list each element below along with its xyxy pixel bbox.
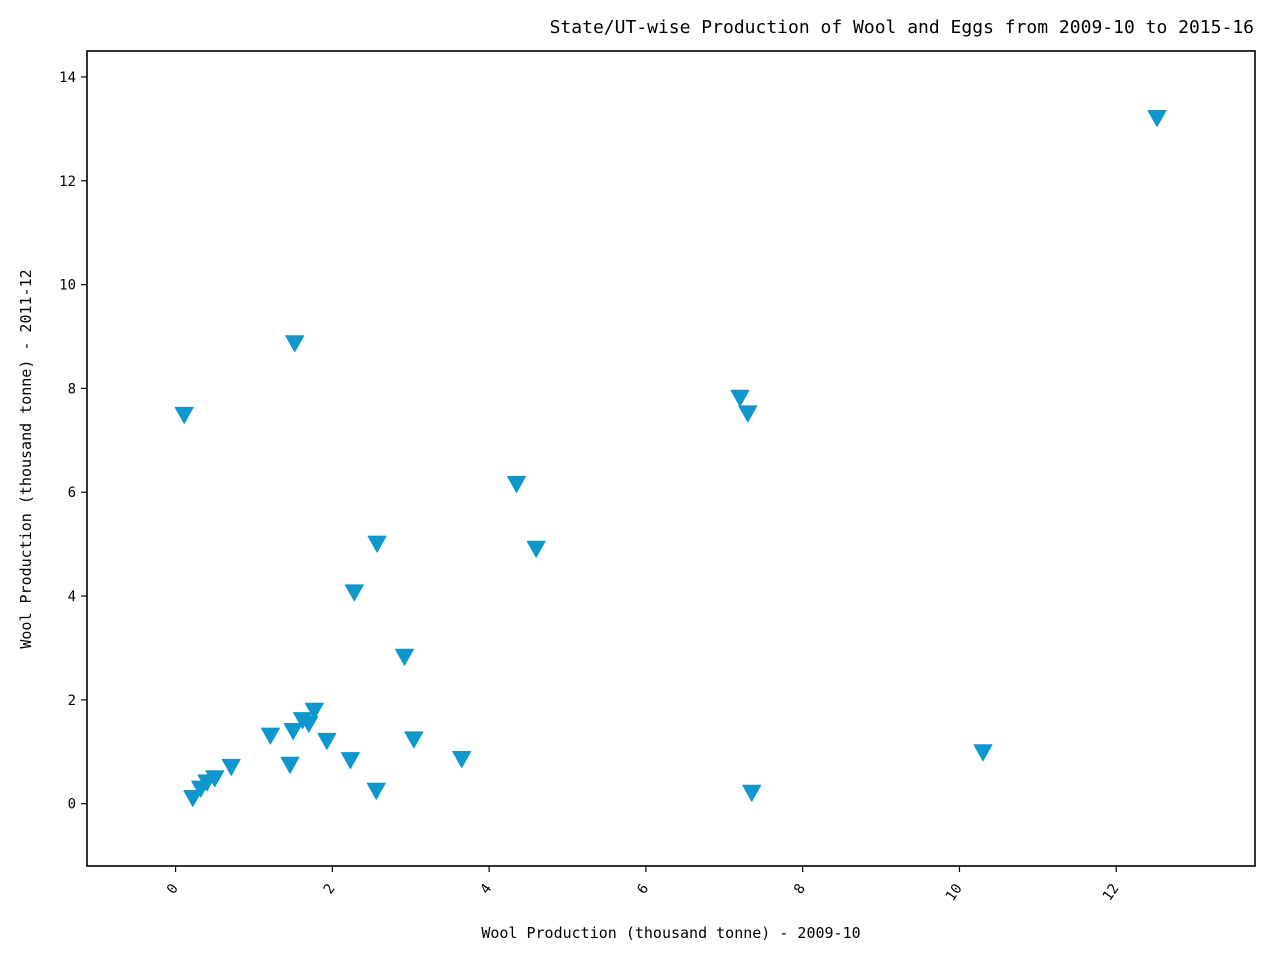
x-tick-label: 8	[791, 881, 809, 897]
plot-frame	[86, 50, 1256, 867]
data-point-marker	[404, 731, 424, 749]
data-point-marker	[730, 389, 750, 407]
data-point-marker	[344, 584, 364, 602]
y-axis-ticks: 0 2 4 6 8 10 12 14	[59, 70, 87, 813]
data-point-marker	[205, 770, 225, 788]
data-point-marker	[260, 727, 280, 745]
data-point-marker	[1147, 109, 1167, 127]
data-point-marker	[742, 784, 762, 802]
y-tick-label: 0	[68, 797, 76, 813]
plot-border	[86, 50, 1256, 867]
data-point-marker	[973, 744, 993, 762]
x-tick-label: 12	[1100, 881, 1123, 904]
y-axis-label: Wool Production (thousand tonne) - 2011-…	[17, 269, 35, 648]
data-point-marker	[283, 723, 303, 741]
y-tick-label: 8	[68, 381, 76, 397]
y-tick-label: 2	[68, 693, 76, 709]
x-tick-label: 4	[477, 881, 495, 897]
data-point-marker	[452, 751, 472, 769]
y-tick-label: 14	[59, 70, 76, 86]
y-tick-label: 4	[68, 589, 76, 605]
data-point-marker	[304, 702, 324, 720]
data-point-marker	[738, 405, 758, 423]
data-point-marker	[340, 752, 360, 770]
x-axis-label: Wool Production (thousand tonne) - 2009-…	[481, 924, 860, 942]
x-tick-label: 0	[164, 881, 182, 897]
x-tick-label: 10	[943, 881, 966, 904]
data-point-marker	[394, 648, 414, 666]
x-tick-label: 6	[634, 881, 652, 897]
data-point-marker	[221, 758, 241, 776]
data-point-marker	[280, 756, 300, 774]
chart-title: State/UT-wise Production of Wool and Egg…	[550, 17, 1254, 38]
data-point-marker	[526, 540, 546, 558]
data-markers	[174, 109, 1167, 807]
data-point-marker	[367, 535, 387, 553]
data-point-marker	[174, 406, 194, 424]
x-tick-label: 2	[321, 881, 339, 897]
data-point-marker	[299, 715, 319, 733]
data-point-marker	[285, 335, 305, 353]
data-point-marker	[183, 789, 203, 807]
y-tick-label: 10	[59, 278, 76, 294]
y-tick-label: 6	[68, 485, 76, 501]
data-point-marker	[507, 475, 527, 493]
x-axis-ticks: 0 2 4 6 8 10 12	[164, 866, 1123, 904]
data-point-marker	[317, 732, 337, 750]
y-tick-label: 12	[59, 174, 76, 190]
data-point-marker	[366, 782, 386, 800]
